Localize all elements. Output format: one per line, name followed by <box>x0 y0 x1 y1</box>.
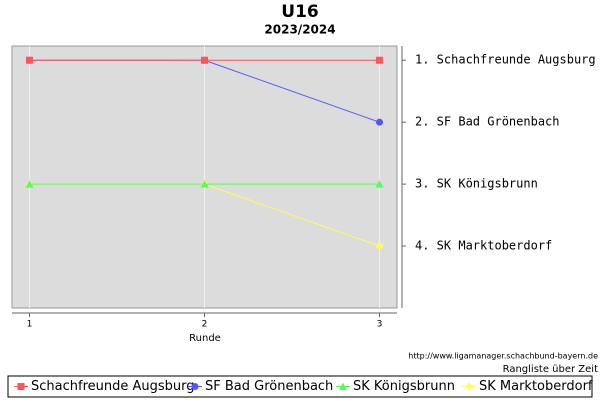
data-point <box>201 56 208 64</box>
legend-marker <box>465 382 473 391</box>
legend-marker <box>191 383 199 390</box>
legend-box <box>7 375 593 398</box>
chart-subtitle: 2023/2024 <box>264 23 335 37</box>
data-point <box>376 56 383 64</box>
y-tick-label: 2. SF Bad Grönenbach <box>415 115 560 129</box>
x-tick-label: 3 <box>377 320 383 330</box>
legend-marker <box>339 382 347 390</box>
legend-label: Schachfreunde Augsburg <box>31 379 195 394</box>
chart-title: U16 <box>281 2 318 22</box>
data-point <box>200 180 209 188</box>
legend-label: SK Königsbrunn <box>353 379 455 394</box>
caption: Rangliste über Zeit <box>503 364 598 375</box>
data-point <box>25 180 34 188</box>
data-point <box>375 242 384 251</box>
y-tick-label: 3. SK Königsbrunn <box>415 177 538 191</box>
x-tick-label: 2 <box>202 320 208 330</box>
x-axis-label: Runde <box>189 333 221 344</box>
legend-label: SK Marktoberdorf <box>479 379 593 394</box>
source: http://www.ligamanager.schachbund-bayern… <box>408 352 598 361</box>
y-tick-label: 1. Schachfreunde Augsburg <box>415 53 596 67</box>
legend-label: SF Bad Grönenbach <box>205 379 333 394</box>
x-tick-label: 1 <box>27 320 33 330</box>
data-point <box>375 180 384 188</box>
legend-marker <box>17 383 25 390</box>
data-point <box>26 56 33 64</box>
y-tick-label: 4. SK Marktoberdorf <box>415 239 552 253</box>
data-point <box>376 118 383 126</box>
